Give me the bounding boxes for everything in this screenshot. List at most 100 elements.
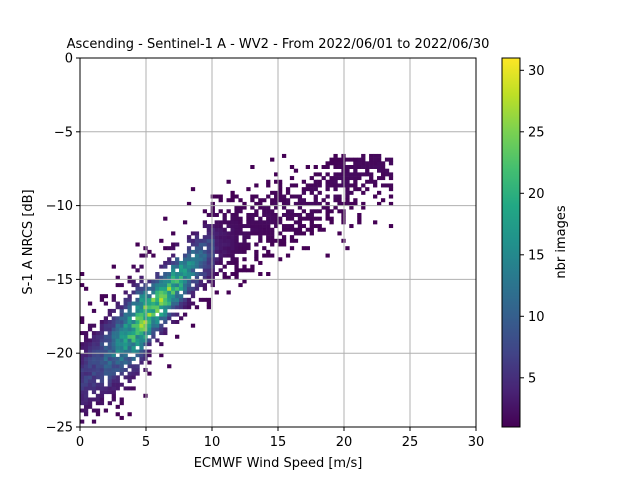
- heatmap-cell: [163, 301, 168, 306]
- heatmap-cell: [80, 390, 85, 395]
- heatmap-cell: [115, 316, 120, 321]
- heatmap-cell: [151, 297, 156, 302]
- y-axis-label: S-1 A NRCS [dB]: [21, 189, 36, 294]
- heatmap-cell: [83, 375, 89, 380]
- heatmap-cell: [186, 275, 192, 280]
- heatmap-cell: [373, 165, 378, 169]
- heatmap-cell: [155, 283, 160, 288]
- heatmap-cell: [262, 253, 267, 258]
- y-tick-label: 0: [65, 52, 73, 67]
- heatmap-cell: [143, 301, 148, 306]
- heatmap-cell: [155, 305, 160, 310]
- heatmap-cell: [186, 264, 192, 269]
- heatmap-cell: [95, 367, 101, 372]
- heatmap-cell: [123, 367, 128, 372]
- heatmap-cell: [278, 179, 283, 184]
- heatmap-cell: [182, 312, 188, 317]
- heatmap-cell: [258, 260, 263, 265]
- heatmap-cell: [99, 345, 105, 350]
- heatmap-cell: [293, 231, 299, 236]
- heatmap-cell: [131, 331, 136, 336]
- heatmap-cell: [131, 323, 136, 328]
- heatmap-cell: [210, 235, 215, 240]
- heatmap-cell: [179, 275, 184, 280]
- heatmap-cell: [198, 246, 204, 251]
- heatmap-cell: [341, 212, 346, 217]
- heatmap-cell: [206, 253, 211, 258]
- heatmap-cell: [309, 212, 314, 217]
- heatmap-cell: [107, 360, 112, 365]
- heatmap-cell: [91, 349, 97, 354]
- heatmap-cell: [99, 327, 105, 332]
- heatmap-cell: [127, 375, 132, 380]
- heatmap-cell: [214, 242, 219, 247]
- heatmap-cell: [119, 367, 124, 372]
- heatmap-cell: [163, 283, 168, 288]
- heatmap-cell: [274, 205, 279, 210]
- heatmap-cell: [258, 205, 263, 210]
- heatmap-cell: [226, 224, 231, 229]
- heatmap-cell: [254, 231, 259, 236]
- heatmap-cell: [139, 319, 144, 324]
- heatmap-cell: [139, 349, 144, 354]
- heatmap-cell: [317, 224, 322, 229]
- heatmap-cell: [309, 176, 314, 181]
- heatmap-cell: [159, 238, 164, 243]
- heatmap-cell: [254, 183, 259, 188]
- heatmap-cell: [242, 201, 247, 206]
- heatmap-cell: [167, 290, 172, 295]
- heatmap-cell: [127, 331, 132, 336]
- heatmap-cell: [123, 331, 128, 336]
- heatmap-cell: [274, 238, 279, 243]
- heatmap-cell: [250, 205, 255, 210]
- heatmap-cell: [167, 316, 172, 321]
- heatmap-cell: [345, 198, 350, 203]
- heatmap-cell: [83, 386, 89, 391]
- heatmap-cell: [230, 235, 235, 240]
- heatmap-cell: [111, 371, 116, 376]
- heatmap-cell: [107, 319, 112, 324]
- heatmap-cell: [119, 338, 124, 343]
- heatmap-cell: [313, 179, 318, 184]
- heatmap-cell: [131, 319, 136, 324]
- heatmap-cell: [333, 194, 338, 199]
- heatmap-cell: [329, 179, 334, 184]
- heatmap-cell: [218, 198, 223, 203]
- heatmap-cell: [198, 264, 204, 269]
- heatmap-cell: [151, 301, 156, 306]
- heatmap-cell: [238, 242, 243, 247]
- heatmap-cell: [254, 242, 259, 247]
- heatmap-cell: [83, 404, 89, 409]
- heatmap-cell: [103, 319, 109, 324]
- heatmap-cell: [91, 367, 97, 372]
- heatmap-cell: [246, 235, 251, 240]
- heatmap-cell: [214, 212, 219, 217]
- heatmap-cell: [234, 212, 239, 217]
- heatmap-cell: [151, 279, 156, 284]
- heatmap-cell: [305, 216, 310, 221]
- heatmap-cell: [210, 212, 215, 217]
- heatmap-cell: [361, 190, 366, 195]
- heatmap-cell: [175, 272, 180, 277]
- heatmap-cell: [202, 268, 208, 273]
- heatmap-cell: [111, 349, 116, 354]
- heatmap-cell: [357, 176, 362, 181]
- heatmap-cell: [147, 338, 152, 343]
- heatmap-cell: [107, 353, 112, 358]
- heatmap-cell: [361, 153, 366, 158]
- colorbar-tick-label: 30: [528, 64, 545, 79]
- heatmap-cell: [373, 157, 378, 162]
- heatmap-cell: [238, 209, 243, 214]
- heatmap-cell: [305, 165, 310, 169]
- heatmap-cell: [87, 386, 93, 391]
- heatmap-cell: [143, 331, 148, 336]
- heatmap-cell: [281, 238, 287, 243]
- heatmap-cell: [182, 257, 188, 262]
- heatmap-cell: [206, 235, 211, 240]
- heatmap-cell: [274, 172, 279, 177]
- heatmap-cell: [206, 275, 211, 280]
- heatmap-cell: [139, 331, 144, 336]
- y-axis: 0 −5 −10 −15 −20 −25: [46, 52, 80, 436]
- heatmap-cell: [107, 334, 112, 339]
- heatmap-cell: [266, 209, 271, 214]
